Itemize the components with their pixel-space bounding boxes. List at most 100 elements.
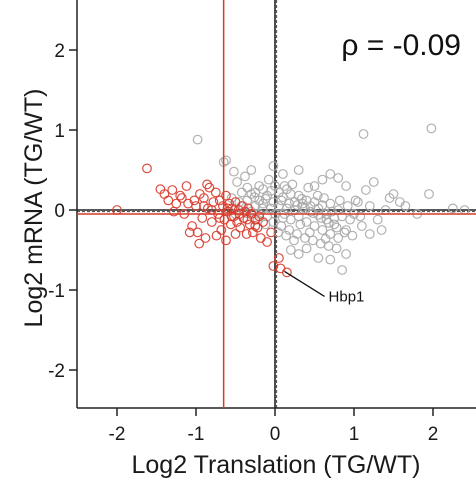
red-data-point (184, 227, 195, 238)
y-tick-label: -1 (48, 281, 65, 302)
red-data-point (194, 238, 205, 249)
red-data-point (211, 230, 222, 241)
gray-data-point (221, 155, 231, 166)
gray-data-point (293, 165, 304, 175)
gray-data-point (236, 187, 247, 198)
gray-data-point (331, 243, 342, 254)
red-data-point (202, 179, 213, 190)
annotation-label-hbp1: Hbp1 (329, 288, 365, 305)
y-axis-title: Log2 mRNA (TG/WT) (20, 89, 48, 328)
gray-data-point (273, 227, 284, 238)
gray-data-point (313, 209, 324, 220)
gray-data-point (297, 193, 307, 204)
red-data-point (200, 233, 211, 243)
y-tick-label: 1 (54, 121, 65, 142)
red-data-point (250, 221, 261, 231)
gray-data-point (376, 225, 387, 235)
red-data-point (198, 201, 209, 211)
gray-data-point (331, 222, 342, 233)
gray-data-point (303, 182, 314, 193)
red-data-point (242, 214, 253, 225)
gray-data-point (357, 221, 367, 231)
y-tick-label: 2 (54, 41, 65, 62)
gray-data-point (364, 201, 375, 211)
gray-data-point (300, 203, 310, 214)
red-data-point (142, 163, 152, 174)
red-data-point (163, 195, 174, 206)
red-data-point (168, 206, 179, 217)
gray-data-point (263, 174, 274, 185)
red-data-point (235, 222, 246, 233)
gray-data-point (334, 195, 345, 206)
gray-data-point (301, 217, 312, 227)
gray-data-point (232, 177, 243, 187)
red-data-point (282, 267, 292, 278)
red-data-point (208, 197, 219, 207)
gray-data-point (368, 177, 379, 187)
x-tick-label: 1 (349, 424, 360, 445)
red-data-point (210, 187, 221, 198)
gray-data-point (317, 174, 328, 185)
red-data-point (262, 237, 273, 247)
y-tick-label: -2 (48, 361, 65, 382)
gray-data-point (312, 190, 323, 201)
red-data-point (274, 253, 284, 263)
red-data-point (216, 225, 227, 235)
red-data-point (268, 261, 279, 271)
red-data-point (175, 190, 186, 201)
correlation-label: ρ = -0.09 (341, 29, 461, 62)
gray-data-point (192, 134, 203, 145)
gray-data-point (240, 171, 250, 182)
x-tick-label: -1 (188, 424, 205, 445)
red-data-point (258, 217, 269, 227)
red-data-point (221, 235, 231, 246)
gray-data-point (315, 238, 326, 249)
gray-data-point (268, 161, 279, 171)
gray-data-point (304, 227, 315, 238)
gray-data-point (246, 165, 257, 175)
red-data-point (204, 182, 215, 193)
gray-data-point (284, 225, 295, 235)
gray-data-point (327, 206, 337, 217)
gray-data-point (347, 230, 358, 241)
gray-data-point (278, 169, 288, 179)
gray-data-point (364, 229, 375, 239)
red-data-point (198, 193, 209, 203)
gray-data-point (323, 217, 334, 228)
gray-data-point (426, 123, 437, 134)
gray-data-point (249, 192, 260, 203)
gray-data-point (242, 182, 253, 193)
gray-data-point (317, 225, 328, 235)
gray-data-point (372, 214, 383, 225)
red-data-point (176, 193, 187, 203)
gray-data-point (353, 197, 363, 207)
data-points (112, 123, 470, 278)
gray-data-point (301, 243, 312, 254)
gray-data-point (308, 208, 318, 219)
red-data-point (197, 213, 208, 223)
gray-data-point (350, 195, 361, 206)
red-data-point (171, 198, 182, 209)
red-data-point (230, 229, 241, 239)
gray-data-point (394, 197, 405, 207)
red-data-point (255, 233, 266, 243)
red-data-point (252, 222, 263, 233)
gray-data-point (293, 249, 304, 259)
gray-data-point (320, 233, 331, 244)
gray-data-point (447, 203, 458, 214)
red-data-point (224, 198, 235, 209)
gray-data-point (341, 249, 352, 259)
gray-data-point (424, 189, 434, 199)
red-data-point (266, 227, 277, 238)
x-tick-label: -2 (109, 424, 126, 445)
red-data-point (191, 201, 201, 211)
annotation-leader-line (284, 270, 325, 297)
gray-data-point (321, 214, 332, 225)
gray-data-point (313, 253, 324, 263)
gray-data-point (333, 233, 344, 243)
gray-data-point (329, 219, 340, 230)
axes: -2 -1 0 1 2 -2 -1 0 1 2 (48, 0, 476, 445)
gray-data-point (361, 185, 371, 195)
gray-data-point (228, 166, 239, 177)
red-data-point (187, 221, 198, 231)
